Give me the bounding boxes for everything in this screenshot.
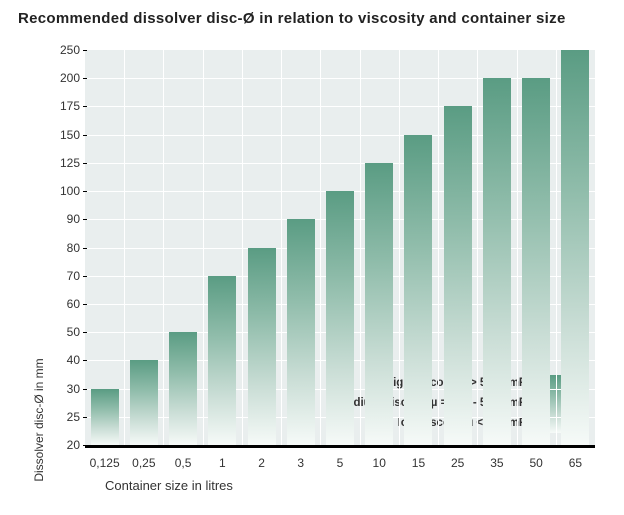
bar bbox=[483, 78, 511, 445]
bar bbox=[404, 135, 432, 445]
y-tick-mark bbox=[83, 219, 87, 220]
y-tick-mark bbox=[83, 445, 87, 446]
y-tick-label: 20 bbox=[40, 438, 80, 452]
y-tick-mark bbox=[83, 78, 87, 79]
bar bbox=[287, 219, 315, 445]
vgrid bbox=[320, 50, 321, 445]
y-tick-label: 90 bbox=[40, 212, 80, 226]
vgrid bbox=[360, 50, 361, 445]
vgrid bbox=[203, 50, 204, 445]
chart-title: Recommended dissolver disc-Ø in relation… bbox=[18, 10, 566, 27]
y-tick-mark bbox=[83, 50, 87, 51]
y-tick-label: 30 bbox=[40, 382, 80, 396]
vgrid bbox=[124, 50, 125, 445]
y-tick-label: 200 bbox=[40, 71, 80, 85]
vgrid bbox=[242, 50, 243, 445]
vgrid bbox=[517, 50, 518, 445]
vgrid bbox=[399, 50, 400, 445]
hgrid bbox=[85, 78, 595, 79]
chart-wrapper: Recommended dissolver disc-Ø in relation… bbox=[0, 0, 624, 515]
y-tick-label: 175 bbox=[40, 99, 80, 113]
y-tick-label: 25 bbox=[40, 410, 80, 424]
y-tick-mark bbox=[83, 163, 87, 164]
y-tick-mark bbox=[83, 360, 87, 361]
vgrid bbox=[163, 50, 164, 445]
x-tick-label: 65 bbox=[550, 456, 600, 470]
y-tick-mark bbox=[83, 106, 87, 107]
bar bbox=[444, 106, 472, 445]
x-axis-label: Container size in litres bbox=[105, 478, 233, 493]
x-ticks: 0,1250,250,51235101525355065 bbox=[85, 450, 595, 470]
bar bbox=[522, 78, 550, 445]
hgrid bbox=[85, 106, 595, 107]
y-tick-mark bbox=[83, 304, 87, 305]
y-tick-label: 100 bbox=[40, 184, 80, 198]
bar bbox=[248, 248, 276, 446]
y-tick-mark bbox=[83, 276, 87, 277]
bar bbox=[326, 191, 354, 445]
y-tick-mark bbox=[83, 389, 87, 390]
vgrid bbox=[556, 50, 557, 445]
plot-area: high-viscous µ > 5000 mPs medium-viscous… bbox=[85, 50, 595, 448]
y-ticks: 202530405060708090100125150175200250 bbox=[40, 50, 80, 445]
y-tick-mark bbox=[83, 332, 87, 333]
y-tick-label: 40 bbox=[40, 353, 80, 367]
y-tick-label: 80 bbox=[40, 241, 80, 255]
bar bbox=[208, 276, 236, 445]
y-tick-mark bbox=[83, 135, 87, 136]
hgrid bbox=[85, 163, 595, 164]
y-tick-label: 60 bbox=[40, 297, 80, 311]
y-tick-label: 70 bbox=[40, 269, 80, 283]
vgrid bbox=[438, 50, 439, 445]
vgrid bbox=[281, 50, 282, 445]
y-tick-label: 50 bbox=[40, 325, 80, 339]
y-tick-mark bbox=[83, 417, 87, 418]
bar bbox=[365, 163, 393, 445]
y-tick-mark bbox=[83, 191, 87, 192]
y-axis-label: Dissolver disc-Ø in mm bbox=[32, 358, 46, 481]
bar bbox=[561, 50, 589, 445]
vgrid bbox=[477, 50, 478, 445]
y-tick-mark bbox=[83, 248, 87, 249]
y-tick-label: 150 bbox=[40, 128, 80, 142]
bar bbox=[91, 389, 119, 445]
bar bbox=[169, 332, 197, 445]
hgrid bbox=[85, 135, 595, 136]
y-tick-label: 125 bbox=[40, 156, 80, 170]
y-tick-label: 250 bbox=[40, 43, 80, 57]
bar bbox=[130, 360, 158, 445]
